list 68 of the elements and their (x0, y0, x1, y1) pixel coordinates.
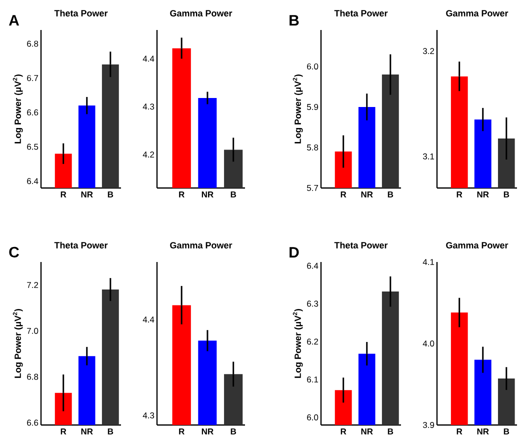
y-tick-label: 6.6 (27, 420, 38, 426)
y-tick-label: 6.4 (307, 262, 318, 269)
y-tick-label: 4.4 (142, 316, 154, 322)
text: D (290, 247, 299, 258)
y-tick-label: 3.1 (422, 153, 434, 160)
x-tick-label: R (179, 192, 184, 198)
x-tick-label: B (504, 428, 510, 434)
y-tick-label: 6.8 (27, 40, 38, 47)
x-tick-label: B (230, 192, 236, 198)
y-tick-label: 6.6 (27, 109, 38, 116)
x-tick-label: R (456, 428, 462, 434)
x-tick-label: B (388, 428, 394, 434)
y-tick-label: 4.3 (142, 104, 154, 110)
x-tick-label: R (340, 428, 346, 434)
chart-title: Gamma Power (170, 10, 232, 16)
y-tick-label: 6.1 (307, 376, 318, 383)
text: A (8, 15, 20, 26)
y-tick-label: 4.1 (422, 259, 434, 265)
y-tick-label: 7.2 (27, 282, 38, 288)
chart-title: Theta Power (54, 242, 108, 248)
x-tick-label: NR (477, 192, 489, 198)
x-tick-label: B (108, 192, 114, 198)
y-tick-label: 5.8 (306, 144, 318, 150)
y-tick-label: 6.7 (27, 75, 38, 82)
y-tick-label: 6.0 (307, 63, 318, 70)
y-tick-label: 4.4 (142, 56, 154, 62)
chart-title: Gamma Power (170, 242, 232, 248)
x-tick-label: NR (477, 428, 489, 434)
x-tick-label: NR (202, 192, 214, 198)
y-tick-label: 5.7 (306, 185, 318, 191)
y-tick-label: 3.2 (422, 48, 434, 54)
chart-title: Gamma Power (446, 242, 508, 248)
text: B (290, 15, 299, 26)
x-tick-label: B (504, 192, 510, 198)
x-tick-label: R (456, 192, 462, 198)
y-tick-label: 6.5 (27, 144, 38, 150)
x-tick-label: B (388, 192, 394, 198)
x-tick-label: NR (202, 428, 214, 434)
x-tick-label: R (60, 192, 66, 198)
y-tick-label: 4.2 (142, 152, 154, 158)
chart-title: Theta Power (54, 10, 108, 16)
y-axis-title: Log Power (μV$^{2}$) (292, 74, 303, 144)
y-tick-label: 6.8 (27, 374, 38, 380)
x-tick-label: R (60, 428, 66, 434)
y-axis-title: Log Power (μV$^{2}$) (12, 309, 23, 378)
x-tick-label: R (340, 192, 346, 198)
y-axis-title: Log Power (μV$^{2}$) (12, 74, 23, 144)
y-tick-label: 5.9 (306, 104, 318, 110)
chart-title: Theta Power (334, 10, 388, 16)
y-tick-label: 6.3 (307, 300, 318, 307)
y-tick-label: 4.0 (422, 340, 434, 346)
x-tick-label: NR (361, 428, 373, 434)
y-tick-label: 6.4 (27, 178, 38, 184)
chart-title: Theta Power (334, 242, 388, 248)
x-tick-label: NR (81, 428, 93, 434)
y-tick-label: 4.3 (142, 412, 154, 418)
x-tick-label: NR (81, 192, 93, 198)
y-tick-label: 3.9 (422, 422, 434, 428)
text: C (9, 246, 20, 258)
x-tick-label: B (230, 428, 236, 434)
x-tick-label: NR (361, 192, 373, 198)
y-tick-label: 6.0 (307, 414, 318, 420)
y-tick-label: 6.2 (307, 338, 318, 345)
x-tick-label: R (179, 428, 184, 434)
y-tick-label: 7.0 (27, 328, 38, 334)
chart-title: Gamma Power (446, 10, 508, 16)
x-tick-label: B (108, 428, 114, 434)
y-axis-title: Log Power (μV$^{2}$) (292, 309, 303, 378)
